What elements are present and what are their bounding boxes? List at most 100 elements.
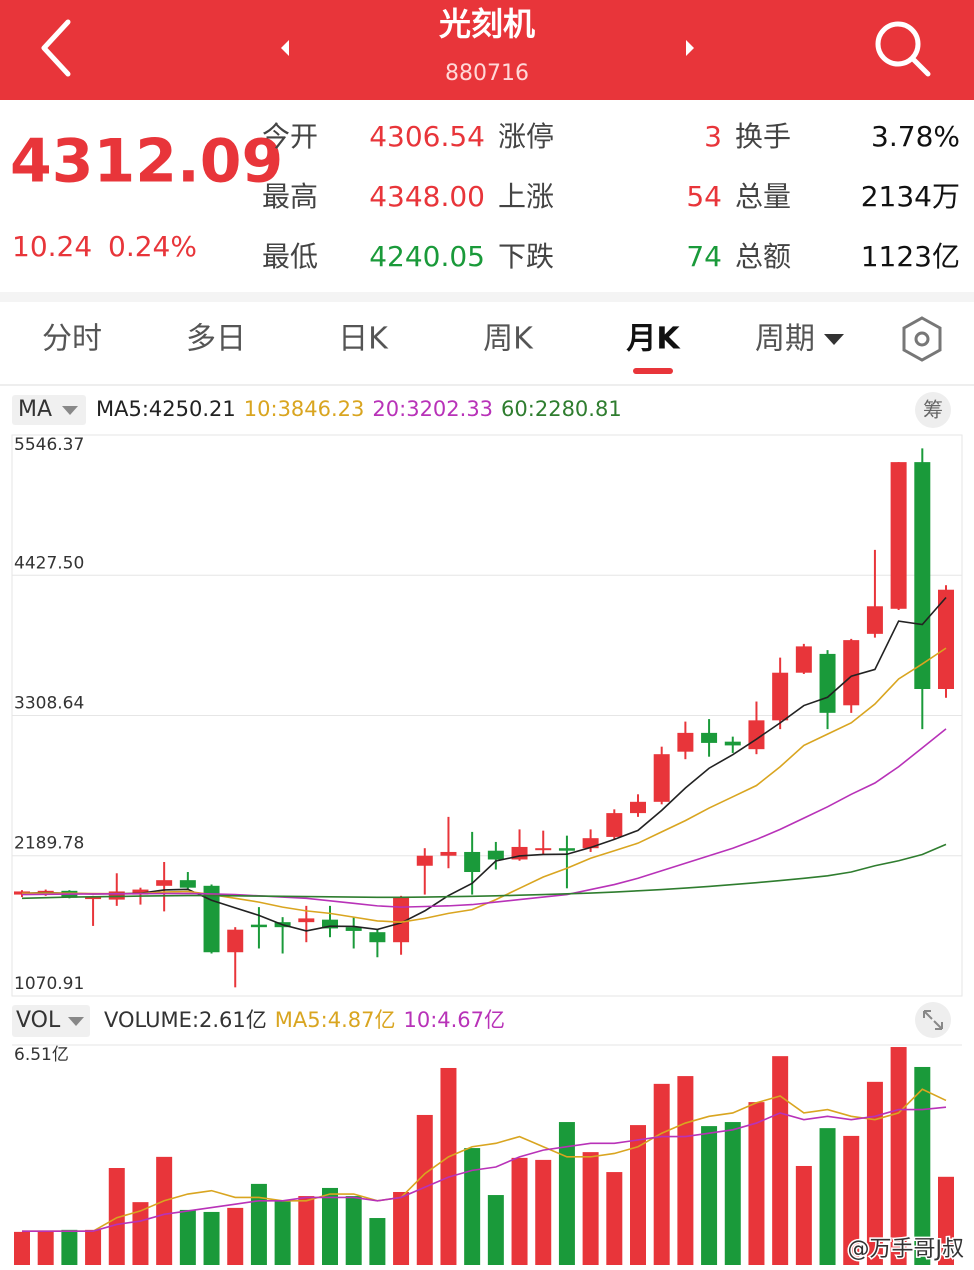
- stat-label: 换手: [735, 120, 791, 153]
- candle-body: [843, 640, 860, 706]
- tab[interactable]: 日K: [338, 322, 389, 357]
- stat-label: 涨停: [498, 120, 554, 153]
- period-tabs: 分时 多日 日K 周K 月K 周期: [42, 322, 815, 357]
- watermark: @万手哥J叔: [848, 1237, 965, 1262]
- legend-entry: VOLUME:2.61亿: [104, 1008, 267, 1032]
- volume-bar: [274, 1200, 291, 1265]
- candle-body: [440, 851, 457, 856]
- stat-value: 74: [686, 240, 722, 273]
- candle-body: [345, 927, 362, 931]
- divider: [0, 384, 974, 386]
- search-button[interactable]: [875, 21, 931, 77]
- expand-button[interactable]: [915, 1002, 951, 1038]
- chip-button-label: 筹: [923, 398, 943, 422]
- stat-value: 2134万: [861, 180, 960, 213]
- dropdown-arrow: [824, 334, 844, 345]
- candle-body: [108, 891, 125, 900]
- volume-bar: [393, 1192, 410, 1265]
- chip-button[interactable]: [915, 392, 951, 428]
- stock-code: 880716: [445, 61, 529, 86]
- volume-bar: [14, 1231, 30, 1265]
- tab[interactable]: 周期: [755, 322, 815, 357]
- stock-title: 光刻机: [439, 5, 535, 43]
- volume-bar: [606, 1172, 623, 1265]
- stat-label: 总额: [735, 240, 791, 273]
- stat-value: 4240.05: [369, 240, 485, 273]
- volume-bar: [369, 1218, 386, 1265]
- candle-body: [772, 672, 789, 721]
- y-tick-label: 3308.64: [14, 694, 84, 714]
- volume-bar: [298, 1196, 315, 1265]
- back-button[interactable]: [41, 19, 71, 77]
- candle-body: [866, 606, 883, 634]
- price-change-pct: 0.24%: [108, 230, 197, 263]
- volume-bar: [464, 1148, 481, 1265]
- stat-label: 最低: [262, 240, 318, 273]
- quote-stats: 今开 4306.54 涨停 3 换手 3.78% 最高 4348.00 上涨 54 总量 2134万最…: [262, 120, 960, 273]
- candle-body: [464, 851, 481, 873]
- volume-bar: [938, 1176, 954, 1265]
- volume-bar: [322, 1187, 338, 1265]
- volume-bar: [772, 1056, 789, 1265]
- price-change: 10.24: [12, 230, 92, 263]
- legend-entry: 10:3846.23: [244, 397, 365, 421]
- tab[interactable]: 月K: [626, 322, 681, 357]
- header-bar: [0, 0, 974, 100]
- volume-bar: [85, 1229, 102, 1265]
- legend-entry: MA5:4250.21: [96, 397, 236, 421]
- indicator-label: MA: [18, 397, 52, 422]
- next-button[interactable]: [686, 40, 694, 56]
- volume-bar: [582, 1152, 599, 1265]
- candle-body: [322, 919, 338, 929]
- candle-body: [653, 754, 670, 802]
- candle-body: [938, 589, 954, 690]
- stat-value: 3.78%: [871, 120, 960, 153]
- stat-label: 最高: [262, 180, 318, 213]
- legend-entry: 60:2280.81: [501, 397, 622, 421]
- volume-bar: [440, 1067, 457, 1265]
- volume-bar: [701, 1126, 718, 1265]
- dropdown-arrow: [68, 1017, 84, 1026]
- stat-label: 总量: [735, 180, 791, 213]
- stat-value: 1123亿: [861, 240, 960, 273]
- legend: VOLUME:2.61亿 MA5:4.87亿 10:4.67亿: [104, 1008, 505, 1032]
- volume-bar: [677, 1076, 694, 1265]
- candle-body: [724, 741, 741, 746]
- candle-body: [85, 897, 102, 900]
- volume-bar: [535, 1159, 552, 1265]
- candle-body: [179, 880, 196, 888]
- y-tick-label: 1070.91: [14, 974, 84, 994]
- volume-bar: [724, 1122, 741, 1265]
- volume-bar: [37, 1231, 54, 1265]
- divider: [0, 292, 974, 302]
- indicator-select[interactable]: [12, 1005, 90, 1037]
- y-tick-label: 4427.50: [14, 553, 84, 573]
- legend-entry: 20:3202.33: [372, 397, 493, 421]
- stat-label: 下跌: [498, 240, 554, 273]
- candle-body: [558, 848, 575, 851]
- candle-body: [701, 732, 718, 743]
- volume-bar: [132, 1202, 149, 1265]
- volume-bar: [511, 1157, 528, 1265]
- expand-icon: [915, 1002, 951, 1038]
- candle-body: [487, 850, 504, 860]
- settings-icon: [914, 331, 930, 347]
- volume-bar: [866, 1081, 883, 1265]
- ma-line: [21, 647, 947, 923]
- candle-body: [132, 889, 149, 895]
- prev-button[interactable]: [281, 40, 289, 56]
- ma-line: [21, 596, 947, 932]
- candle-body: [298, 918, 315, 923]
- tab[interactable]: 分时: [42, 322, 102, 357]
- tab[interactable]: 周K: [483, 322, 534, 357]
- candle-body: [250, 924, 267, 928]
- tab[interactable]: 多日: [186, 322, 246, 357]
- candle-body: [393, 897, 410, 943]
- settings-button[interactable]: [902, 316, 942, 362]
- volume-bar: [108, 1168, 125, 1265]
- candle-body: [203, 885, 220, 953]
- last-price: 4312.09: [10, 127, 283, 197]
- indicator-select[interactable]: [12, 395, 86, 425]
- candle-body: [890, 462, 907, 609]
- ma-line: [22, 1088, 947, 1233]
